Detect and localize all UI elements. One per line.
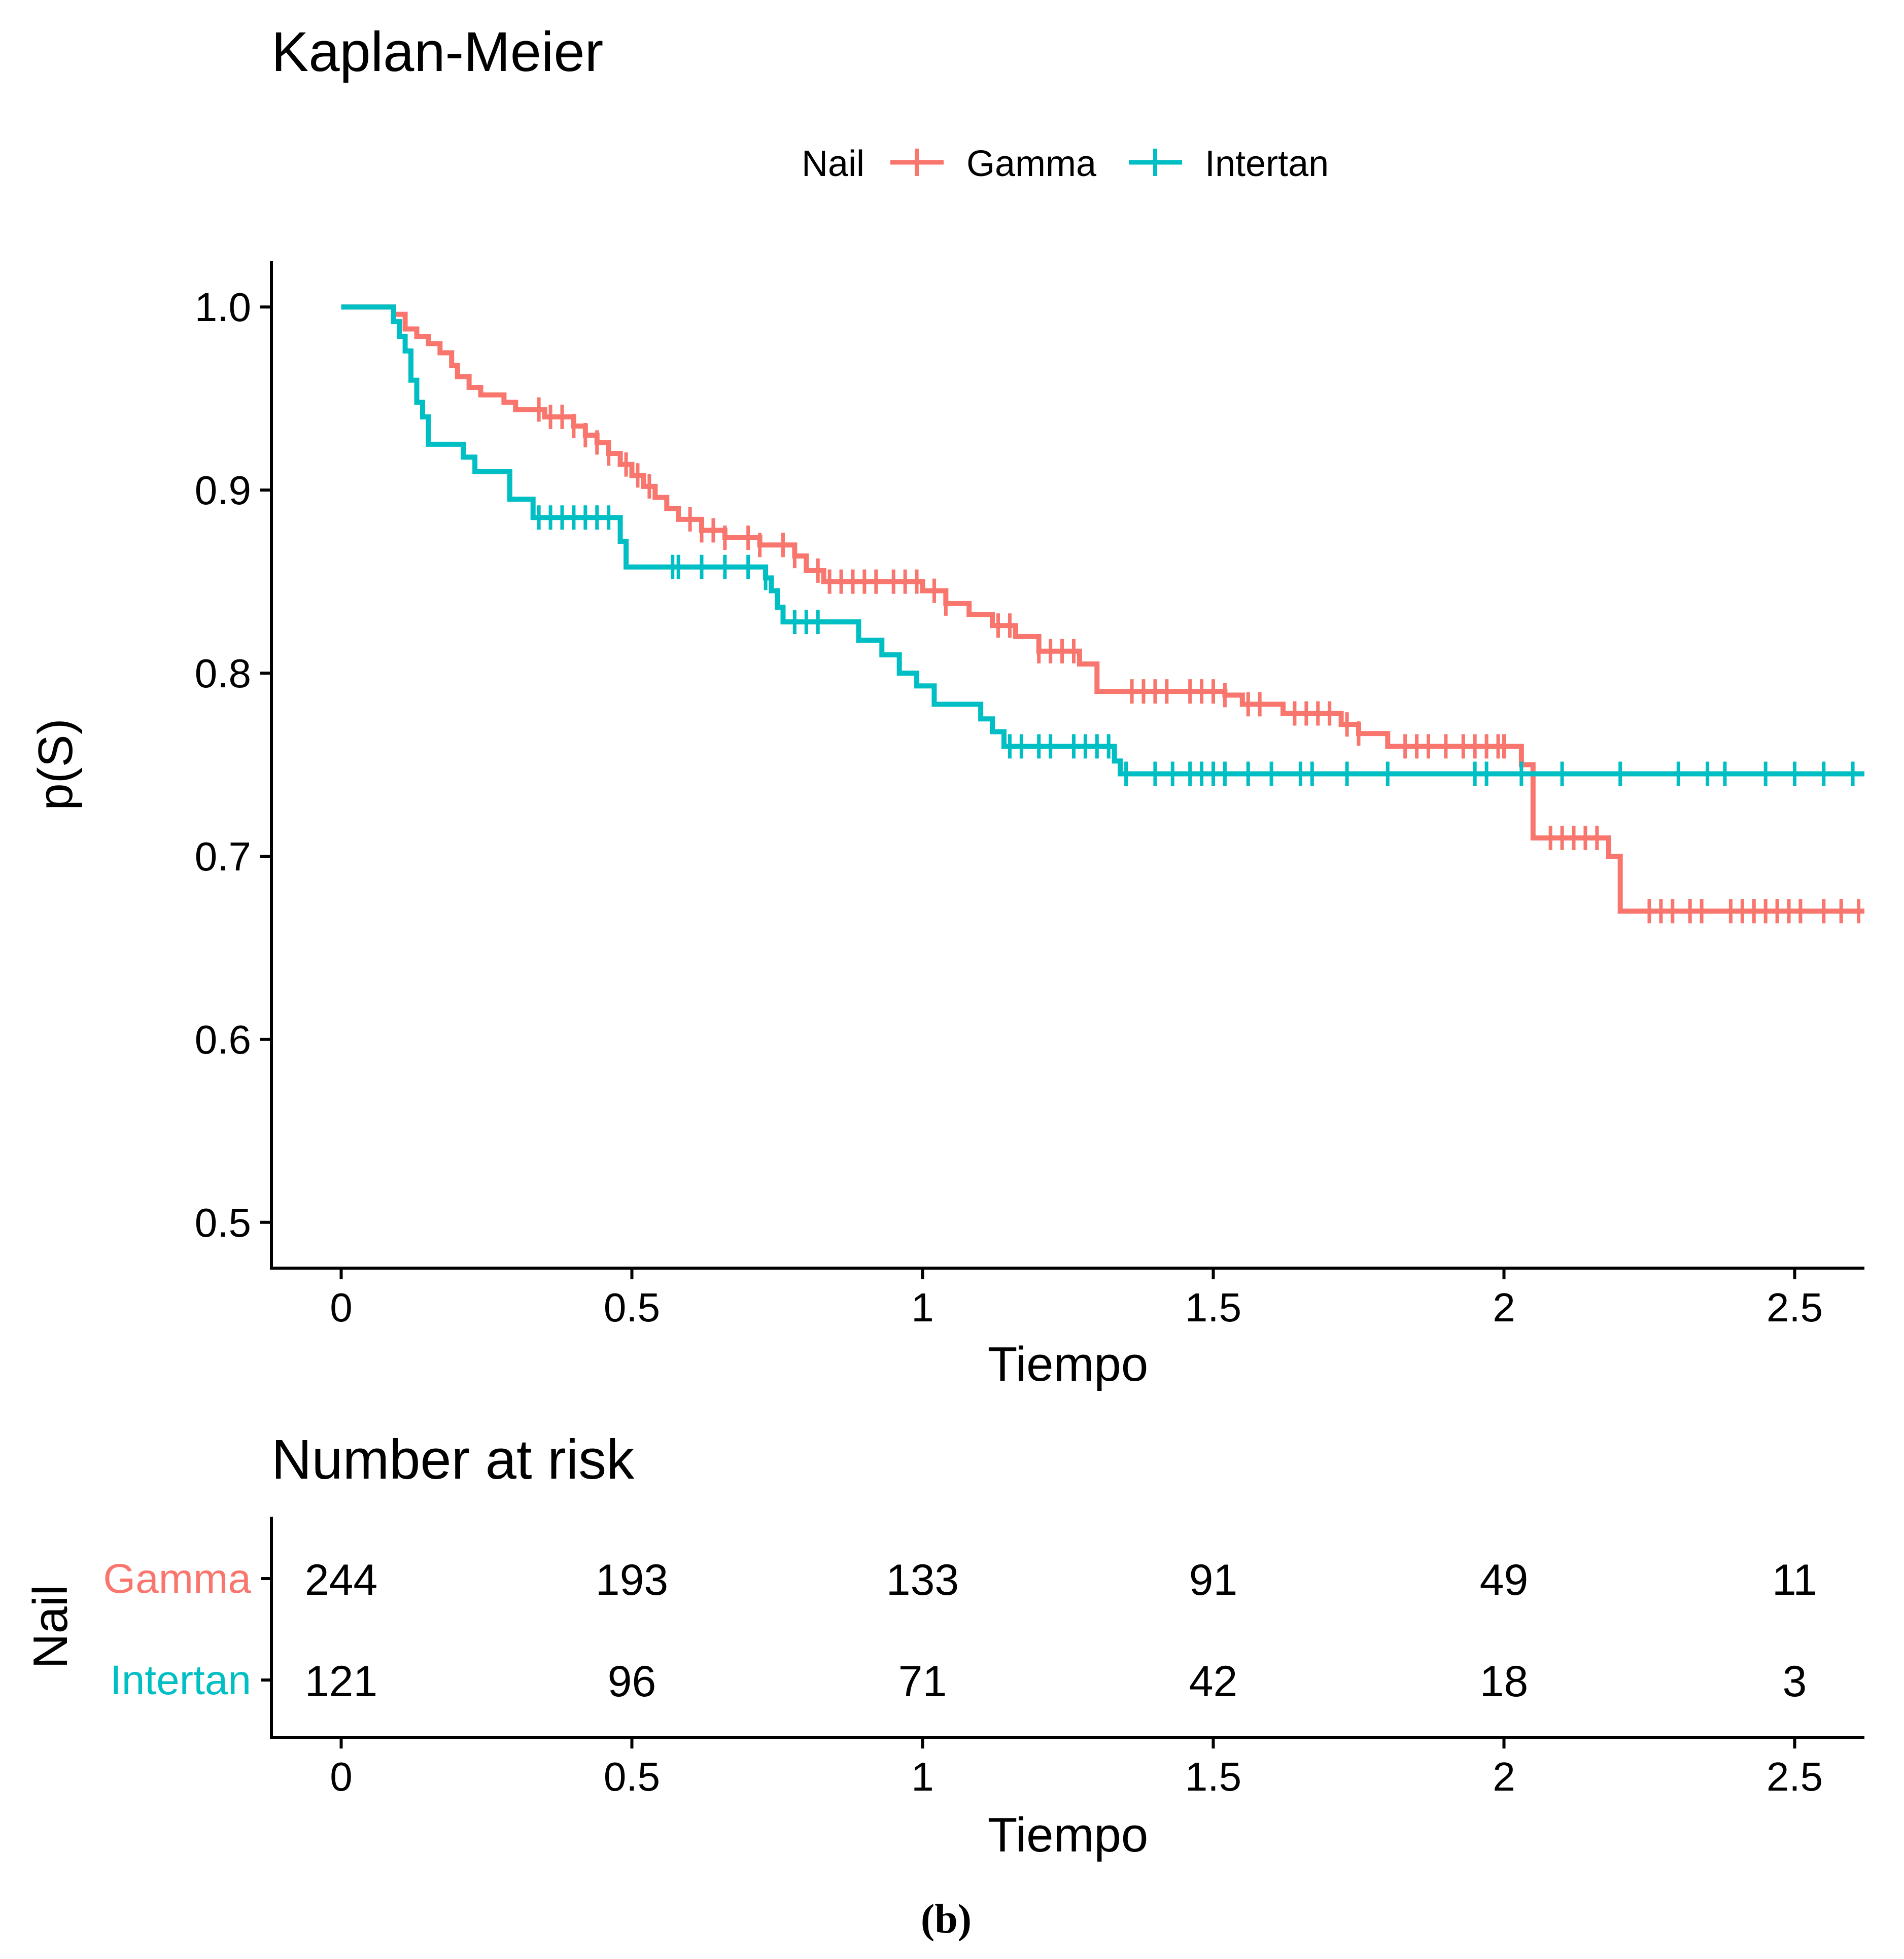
risk-cell-gamma: 49	[1480, 1556, 1529, 1604]
legend-label-intertan: Intertan	[1205, 144, 1329, 184]
censor-marks-gamma	[537, 397, 1861, 924]
risk-cell-gamma: 91	[1189, 1556, 1238, 1604]
risk-cell-intertan: 96	[608, 1657, 656, 1706]
legend-title: Nail	[802, 144, 864, 184]
risk-x-tick-label-1: 1	[911, 1754, 934, 1799]
risk-table-title: Number at risk	[271, 1428, 635, 1491]
km-y-axis-title: p(S)	[28, 718, 83, 810]
km-x-ticks: 0 0.5 1 1.5 2 2.5	[330, 1268, 1823, 1330]
km-x-tick-label-1: 1	[911, 1285, 934, 1330]
risk-cell-intertan: 42	[1189, 1657, 1238, 1706]
risk-cell-intertan: 18	[1480, 1657, 1529, 1706]
risk-x-tick-label-0-5: 0.5	[604, 1754, 660, 1799]
censor-marks-intertan	[537, 505, 1855, 786]
km-y-tick-label-0-6: 0.6	[195, 1017, 251, 1062]
risk-cell-gamma: 133	[886, 1556, 959, 1604]
series-line-intertan	[341, 304, 1864, 777]
km-curves	[341, 304, 1864, 924]
km-x-tick-label-2-5: 2.5	[1767, 1285, 1823, 1330]
km-x-tick-label-0-5: 0.5	[604, 1285, 660, 1330]
risk-x-tick-label-0: 0	[330, 1754, 353, 1799]
risk-rows: Gamma 244 193 133 91 49 11 Intertan 121 96 71 42 18 3	[103, 1556, 1817, 1706]
km-x-axis-title: Tiempo	[988, 1337, 1149, 1391]
km-y-tick-label-0-5: 0.5	[195, 1200, 251, 1245]
legend-key-gamma	[890, 149, 944, 176]
risk-cell-gamma: 193	[596, 1556, 669, 1604]
series-line-gamma	[341, 304, 1864, 914]
risk-group-label-gamma: Gamma	[103, 1556, 251, 1602]
km-title: Kaplan-Meier	[271, 21, 603, 83]
risk-cell-intertan: 71	[898, 1657, 947, 1706]
km-x-tick-label-1-5: 1.5	[1185, 1285, 1241, 1330]
km-y-tick-label-1-0: 1.0	[195, 285, 251, 330]
risk-x-ticks: 0 0.5 1 1.5 2 2.5	[330, 1737, 1823, 1799]
risk-cell-intertan: 121	[305, 1657, 378, 1706]
km-y-tick-label-0-7: 0.7	[195, 834, 251, 879]
figure-caption: (b)	[921, 1896, 972, 1942]
legend: Nail Gamma Intertan	[802, 144, 1329, 184]
km-y-ticks: 0.5 0.6 0.7 0.8 0.9 1.0	[195, 285, 271, 1245]
km-y-tick-label-0-9: 0.9	[195, 468, 251, 513]
risk-group-label-intertan: Intertan	[110, 1657, 251, 1703]
legend-label-gamma: Gamma	[966, 144, 1097, 184]
risk-cell-gamma: 244	[305, 1556, 378, 1604]
legend-key-intertan	[1129, 149, 1182, 176]
risk-cell-gamma: 11	[1772, 1556, 1817, 1604]
risk-x-tick-label-2-5: 2.5	[1767, 1754, 1823, 1799]
risk-x-axis-title: Tiempo	[988, 1808, 1149, 1862]
km-y-tick-label-0-8: 0.8	[195, 651, 251, 696]
km-x-tick-label-2: 2	[1493, 1285, 1515, 1330]
risk-y-axis-title: Nail	[23, 1585, 78, 1668]
km-x-tick-label-0: 0	[330, 1285, 353, 1330]
risk-x-tick-label-2: 2	[1493, 1754, 1515, 1799]
risk-x-tick-label-1-5: 1.5	[1185, 1754, 1241, 1799]
risk-cell-intertan: 3	[1783, 1657, 1807, 1706]
